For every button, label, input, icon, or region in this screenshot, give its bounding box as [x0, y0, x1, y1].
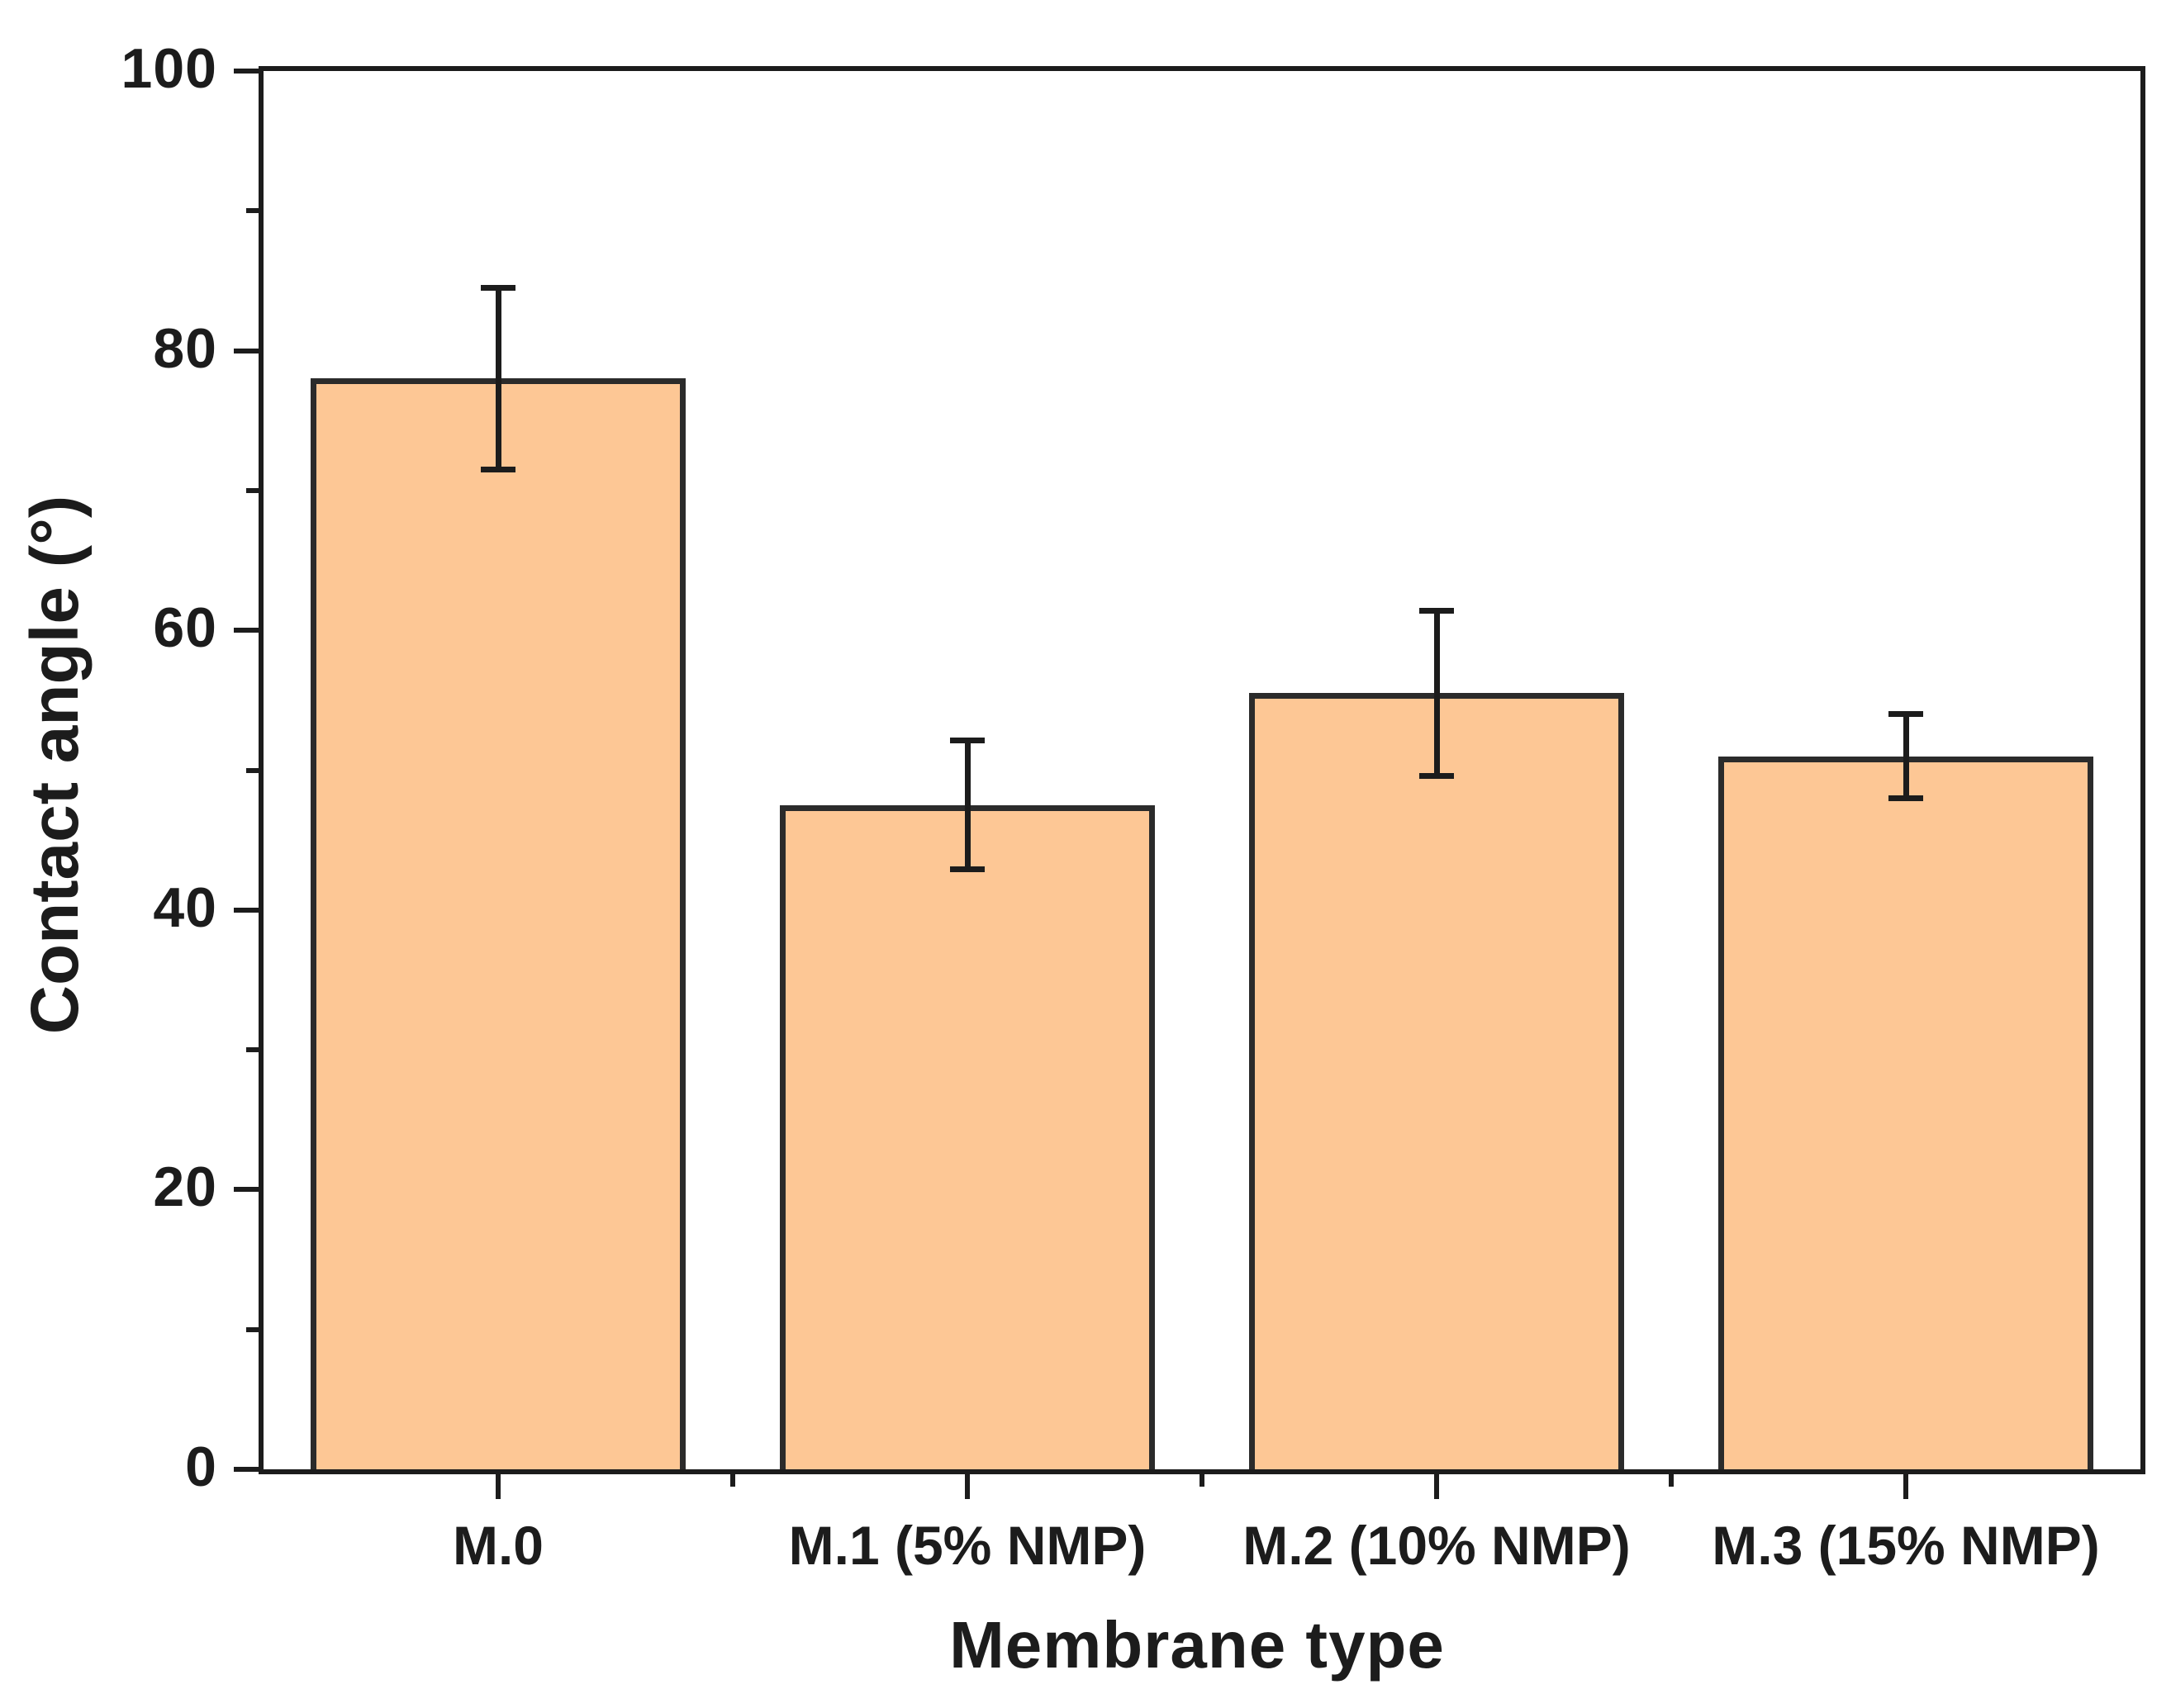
y-major-tick	[234, 907, 259, 913]
bar	[1717, 756, 2094, 1469]
error-bar	[1433, 610, 1440, 776]
y-minor-tick	[246, 487, 259, 493]
y-major-tick	[234, 628, 259, 633]
y-minor-tick	[246, 208, 259, 214]
y-tick-label: 0	[185, 1435, 217, 1498]
y-major-tick	[234, 348, 259, 353]
plot-area	[259, 66, 2145, 1474]
y-major-tick	[234, 1467, 259, 1472]
error-bar-cap	[950, 866, 985, 873]
x-tick-label: M.1 (5% NMP)	[788, 1515, 1147, 1576]
x-minor-tick	[730, 1474, 735, 1487]
y-tick-label: 20	[153, 1155, 217, 1219]
error-bar-cap	[950, 738, 985, 744]
y-tick-label: 40	[153, 875, 217, 939]
x-major-tick	[496, 1474, 501, 1499]
error-bar-cap	[481, 284, 515, 291]
y-minor-tick	[246, 1326, 259, 1332]
y-tick-label: 80	[153, 316, 217, 380]
error-bar-cap	[1888, 711, 1923, 718]
bar	[779, 804, 1156, 1469]
y-tick-label: 60	[153, 596, 217, 660]
error-bar-cap	[1888, 795, 1923, 801]
x-tick-label: M.0	[452, 1515, 544, 1576]
x-axis-title: Membrane type	[949, 1608, 1445, 1682]
y-axis-title: Contact angle (°)	[17, 495, 93, 1035]
x-minor-tick	[1200, 1474, 1204, 1487]
bar	[1248, 693, 1625, 1469]
y-tick-label: 100	[121, 36, 217, 100]
x-minor-tick	[1669, 1474, 1674, 1487]
error-bar	[495, 287, 501, 470]
x-tick-label: M.2 (10% NMP)	[1242, 1515, 1631, 1576]
bar	[310, 378, 686, 1469]
x-major-tick	[1434, 1474, 1439, 1499]
error-bar-cap	[1419, 772, 1454, 779]
x-major-tick	[965, 1474, 970, 1499]
y-major-tick	[234, 1187, 259, 1193]
x-major-tick	[1903, 1474, 1908, 1499]
error-bar-cap	[1419, 607, 1454, 614]
error-bar-cap	[481, 467, 515, 472]
y-minor-tick	[246, 1047, 259, 1053]
y-minor-tick	[246, 767, 259, 773]
y-major-tick	[234, 69, 259, 74]
error-bar	[964, 740, 971, 870]
x-tick-label: M.3 (15% NMP)	[1712, 1515, 2100, 1576]
error-bar	[1903, 714, 1909, 799]
